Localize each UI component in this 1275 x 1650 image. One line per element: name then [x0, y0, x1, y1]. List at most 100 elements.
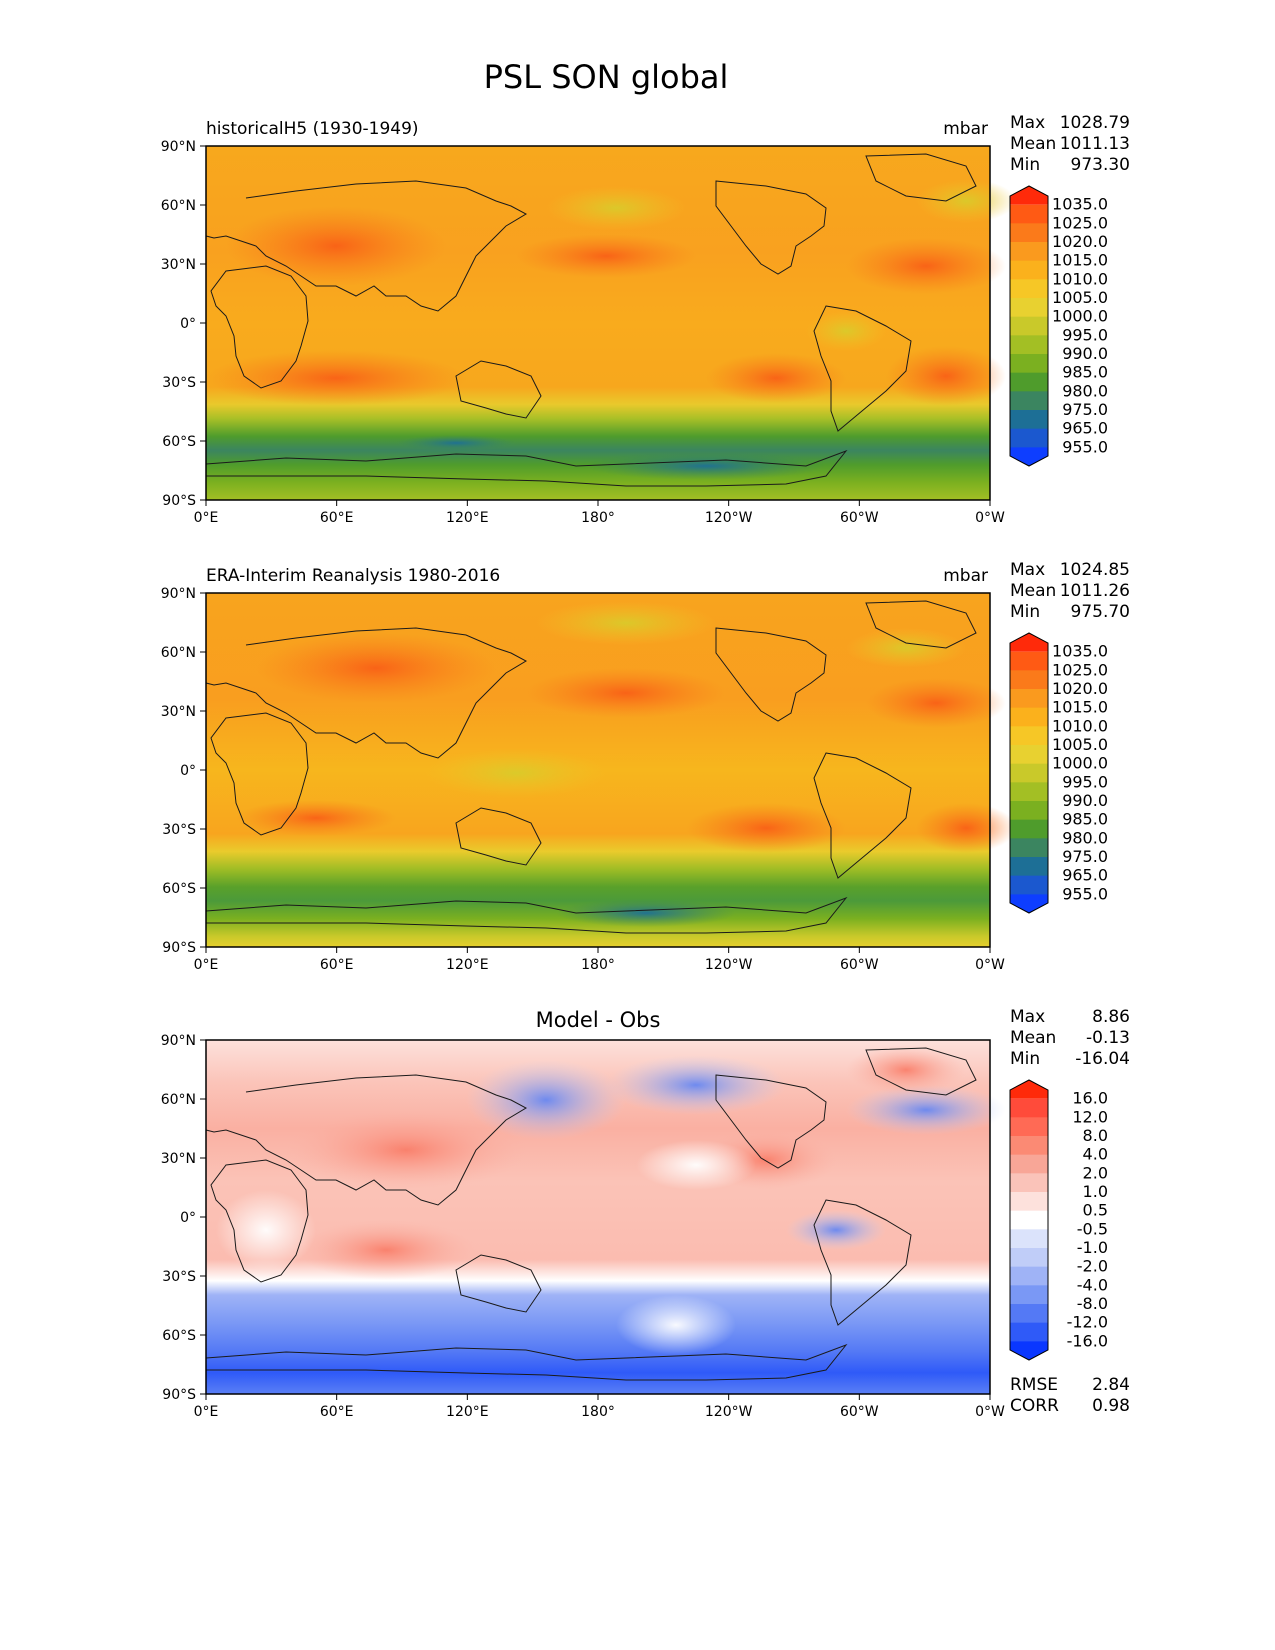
colorbar-swatch [1010, 745, 1048, 765]
colorbar-extend-min [1010, 447, 1048, 466]
low-pressure-cell [546, 186, 686, 230]
stat-label-max: Max [1010, 1007, 1045, 1027]
low-pressure-cell [806, 311, 886, 351]
colorbar-swatch [1010, 1192, 1048, 1212]
x-tick-label: 120°W [705, 957, 753, 973]
colorbar-label: 980.0 [1062, 381, 1108, 400]
colorbar-label: 12.0 [1072, 1107, 1108, 1126]
rmse-label: RMSE [1010, 1375, 1058, 1395]
colorbar-swatch [1010, 354, 1048, 374]
panel-diff [205, 1039, 1006, 1395]
colorbar-swatch [1010, 1248, 1048, 1268]
y-tick-label: 90°S [162, 1387, 196, 1403]
colorbar-label: -8.0 [1077, 1294, 1108, 1313]
high-pressure-cell [686, 803, 846, 853]
colorbar-swatch [1010, 1098, 1048, 1118]
x-tick-label: 60°E [320, 957, 354, 973]
negative-anomaly [786, 1210, 886, 1250]
colorbar-label: -0.5 [1077, 1219, 1108, 1238]
x-tick-label: 120°W [705, 510, 753, 526]
panel-model [205, 145, 1016, 501]
high-pressure-cell [256, 633, 496, 703]
y-tick-label: 60°S [162, 1328, 196, 1344]
stat-value-min: 973.30 [1071, 155, 1130, 175]
axes-layer: 0°E 60°E 120°E 180° 120°W 60°W 0°W 90°N 60°N 30°N… [161, 139, 1005, 1420]
panel-diff-title: Model - Obs [536, 1008, 661, 1032]
y-tick-label: 60°S [162, 434, 196, 450]
colorbar-swatch [1010, 726, 1048, 746]
y-tick-label: 30°N [161, 704, 196, 720]
x-tick-label: 60°W [840, 1404, 879, 1420]
colorbar-swatch [1010, 391, 1048, 411]
colorbar-swatch [1010, 372, 1048, 392]
colorbar-label: 1005.0 [1052, 288, 1108, 307]
colorbar-label: 980.0 [1062, 828, 1108, 847]
axes-panel-model: 0°E 60°E 120°E 180° 120°W 60°W 0°W 90°N 60°N 30°N… [161, 139, 1005, 526]
colorbar-label: 995.0 [1062, 325, 1108, 344]
low-pressure-cell [916, 179, 1016, 223]
x-tick-label: 120°E [446, 510, 489, 526]
colorbar-label: 1025.0 [1052, 660, 1108, 679]
high-pressure-cell [846, 238, 1006, 294]
stat-label-mean: Mean [1010, 1028, 1056, 1048]
stat-label-min: Min [1010, 1049, 1040, 1069]
colorbar-label: 1025.0 [1052, 213, 1108, 232]
stat-value-mean: 1011.26 [1060, 581, 1130, 601]
colorbar-label: 990.0 [1062, 344, 1108, 363]
colorbar-label: 2.0 [1083, 1163, 1108, 1182]
panel-diff-stats: Max 8.86 Mean -0.13 Min -16.04 RMSE 2.84… [1010, 1007, 1130, 1416]
colorbar-swatch [1010, 204, 1048, 224]
colorbar-swatch [1010, 279, 1048, 299]
stat-label-min: Min [1010, 155, 1040, 175]
near-zero-anomaly [636, 1140, 756, 1190]
stat-value-mean: -0.13 [1086, 1028, 1130, 1048]
colorbar-swatch [1010, 763, 1048, 783]
colorbar-swatch [1010, 1266, 1048, 1286]
x-tick-label: 60°E [320, 510, 354, 526]
colorbar-swatch [1010, 1210, 1048, 1230]
colorbar-swatch [1010, 857, 1048, 877]
high-pressure-cell [886, 346, 1006, 406]
high-pressure-cell [206, 350, 466, 406]
colorbar-label: -12.0 [1067, 1313, 1108, 1332]
y-tick-label: 60°N [161, 645, 196, 661]
panel-obs-stats: Max 1024.85 Mean 1011.26 Min 975.70 [1010, 560, 1130, 622]
y-tick-label: 0° [180, 763, 196, 779]
colorbar-diff: 16.012.08.04.02.01.00.5-0.5-1.0-2.0-4.0-… [1009, 1079, 1108, 1361]
y-tick-label: 60°S [162, 881, 196, 897]
axes-panel-diff: 0°E 60°E 120°E 180° 120°W 60°W 0°W 90°N 60°N 30°N… [161, 1033, 1005, 1420]
y-tick-label: 90°N [161, 139, 196, 155]
high-pressure-cell [226, 206, 446, 286]
colorbar-swatch [1010, 1285, 1048, 1305]
colorbar-extend-min [1010, 894, 1048, 913]
positive-anomaly [286, 1110, 526, 1190]
colorbar-swatch [1010, 1322, 1048, 1342]
colorbar-swatch [1010, 801, 1048, 821]
stat-value-mean: 1011.13 [1060, 134, 1130, 154]
y-tick-label: 30°S [162, 822, 196, 838]
stat-label-mean: Mean [1010, 134, 1056, 154]
figure-title: PSL SON global [484, 58, 729, 96]
stat-label-max: Max [1010, 560, 1045, 580]
stat-value-max: 1028.79 [1060, 113, 1130, 133]
stat-value-max: 8.86 [1092, 1007, 1130, 1027]
x-tick-label: 0°E [194, 957, 219, 973]
negative-anomaly [846, 1085, 1006, 1135]
y-tick-label: 90°S [162, 493, 196, 509]
colorbar-label: 1000.0 [1052, 754, 1108, 773]
y-tick-label: 90°N [161, 586, 196, 602]
low-pressure-cell [396, 435, 516, 451]
colorbar-obs: 1035.01025.01020.01015.01010.01005.01000… [1009, 632, 1108, 914]
x-tick-label: 0°E [194, 1404, 219, 1420]
colorbar-swatch [1010, 410, 1048, 430]
positive-anomaly [846, 1045, 966, 1095]
y-tick-label: 30°N [161, 1151, 196, 1167]
stat-label-mean: Mean [1010, 581, 1056, 601]
x-tick-label: 120°W [705, 1404, 753, 1420]
positive-anomaly [296, 1220, 476, 1280]
colorbar-label: 1020.0 [1052, 679, 1108, 698]
colorbar-label: 995.0 [1062, 772, 1108, 791]
y-tick-label: 0° [180, 1210, 196, 1226]
x-tick-label: 120°E [446, 957, 489, 973]
